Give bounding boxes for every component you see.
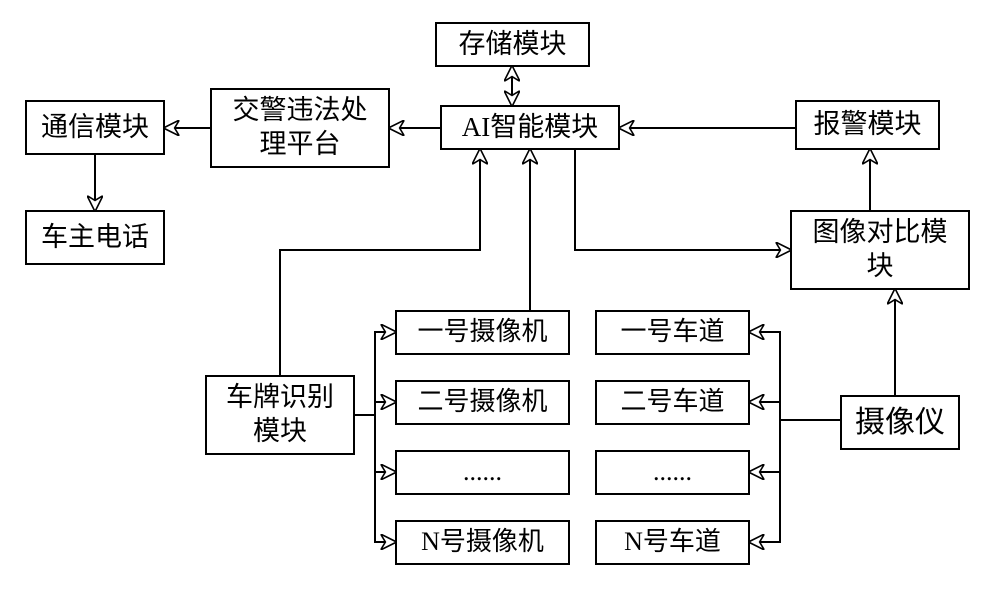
node-label: 车牌识别 模块 bbox=[226, 381, 334, 449]
node-storage: 存储模块 bbox=[435, 22, 590, 67]
node-lane2: 二号车道 bbox=[595, 380, 750, 425]
node-label: 二号车道 bbox=[620, 386, 724, 419]
node-label: 交警违法处 理平台 bbox=[233, 94, 368, 162]
node-label: 二号摄像机 bbox=[417, 386, 547, 419]
node-label: 存储模块 bbox=[459, 28, 567, 62]
node-lane-dots: ...... bbox=[595, 450, 750, 495]
node-img-compare: 图像对比模 块 bbox=[790, 210, 970, 290]
node-alarm: 报警模块 bbox=[795, 100, 940, 150]
diagram-canvas: 存储模块 通信模块 交警违法处 理平台 AI智能模块 报警模块 车主电话 图像对… bbox=[0, 0, 1000, 611]
node-lane-n: N号车道 bbox=[595, 520, 750, 565]
node-label: 报警模块 bbox=[814, 108, 922, 142]
node-cam1: 一号摄像机 bbox=[395, 310, 570, 355]
node-label: 通信模块 bbox=[41, 111, 149, 145]
node-label: N号车道 bbox=[624, 526, 721, 559]
node-cam-n: N号摄像机 bbox=[395, 520, 570, 565]
node-label: AI智能模块 bbox=[462, 111, 599, 145]
node-comm: 通信模块 bbox=[25, 100, 165, 155]
node-cam2: 二号摄像机 bbox=[395, 380, 570, 425]
node-label: 一号摄像机 bbox=[417, 316, 547, 349]
node-label: 图像对比模 块 bbox=[813, 216, 948, 284]
node-label: 摄像仪 bbox=[855, 404, 945, 442]
node-label: 车主电话 bbox=[41, 221, 149, 255]
node-ai: AI智能模块 bbox=[440, 105, 620, 150]
node-camera-dev: 摄像仪 bbox=[840, 395, 960, 450]
node-police: 交警违法处 理平台 bbox=[210, 88, 390, 168]
node-label: 一号车道 bbox=[620, 316, 724, 349]
node-label: N号摄像机 bbox=[421, 526, 544, 559]
node-label: ...... bbox=[653, 456, 692, 489]
node-cam-dots: ...... bbox=[395, 450, 570, 495]
node-label: ...... bbox=[463, 456, 502, 489]
node-lane1: 一号车道 bbox=[595, 310, 750, 355]
node-owner-phone: 车主电话 bbox=[25, 210, 165, 265]
node-plate: 车牌识别 模块 bbox=[205, 375, 355, 455]
